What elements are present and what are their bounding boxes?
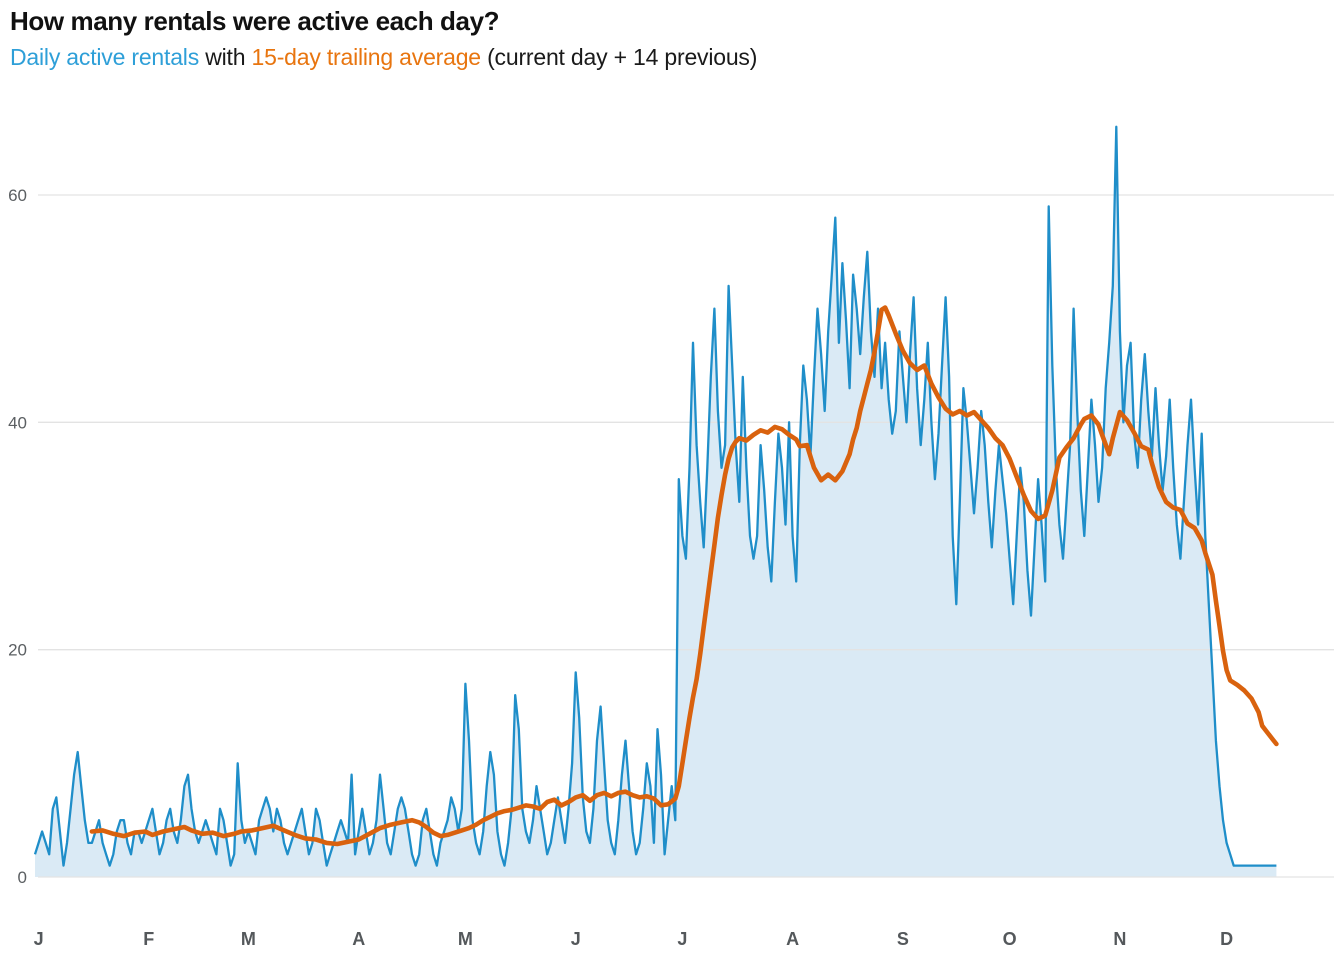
daily-area-fill [35, 126, 1277, 878]
daily-rentals-line [33, 125, 1277, 867]
subtitle-note: (current day + 14 previous) [480, 44, 758, 70]
x-month-label: J [677, 929, 687, 949]
legend-average-label: 15-day trailing average [251, 44, 482, 70]
x-month-label: J [571, 929, 581, 949]
x-month-label: O [1003, 929, 1017, 949]
x-month-label: D [1220, 929, 1233, 949]
x-month-label: J [34, 929, 44, 949]
trailing-average-line [89, 305, 1279, 847]
y-tick-label: 40 [8, 413, 27, 432]
x-month-label: F [143, 929, 154, 949]
y-tick-label: 20 [8, 641, 27, 660]
y-tick-label: 0 [18, 868, 27, 887]
chart-title: How many rentals were active each day? [10, 6, 500, 36]
legend-daily-label: Daily active rentals [10, 44, 200, 70]
x-month-label: A [786, 929, 799, 949]
y-tick-label: 60 [8, 186, 27, 205]
x-month-label: N [1113, 929, 1126, 949]
chart-subtitle: Daily active rentals with 15-day trailin… [10, 44, 757, 71]
subtitle-connector: with [199, 44, 252, 70]
x-month-label: S [897, 929, 909, 949]
x-month-label: M [458, 929, 473, 949]
x-month-label: A [352, 929, 365, 949]
x-month-label: M [241, 929, 256, 949]
